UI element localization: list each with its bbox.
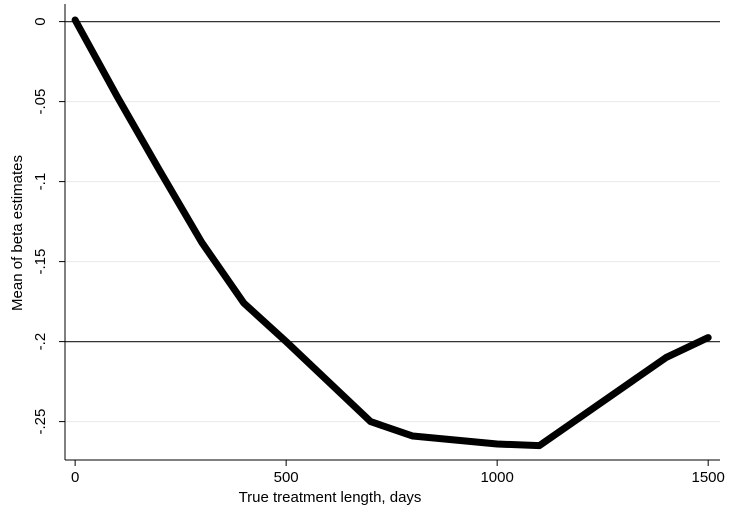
x-tick-label: 500: [274, 469, 299, 486]
y-tick-label: 0: [32, 17, 49, 25]
y-tick-label: -.1: [32, 173, 49, 191]
y-tick-label: -.25: [32, 409, 49, 435]
data-line: [71, 16, 712, 450]
y-axis-title: Mean of beta estimates: [9, 155, 26, 311]
x-tick-label: 1000: [480, 469, 513, 486]
y-tick-label: -.2: [32, 333, 49, 351]
x-tick-label: 0: [71, 469, 79, 486]
x-axis-title: True treatment length, days: [239, 489, 422, 506]
y-tick-label: -.15: [32, 249, 49, 275]
y-tick-label: -.05: [32, 89, 49, 115]
x-tick-label: 1500: [691, 469, 724, 486]
